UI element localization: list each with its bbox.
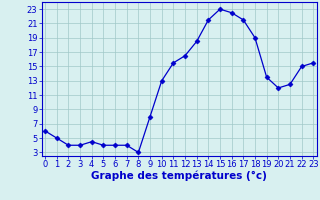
X-axis label: Graphe des températures (°c): Graphe des températures (°c) [91, 171, 267, 181]
